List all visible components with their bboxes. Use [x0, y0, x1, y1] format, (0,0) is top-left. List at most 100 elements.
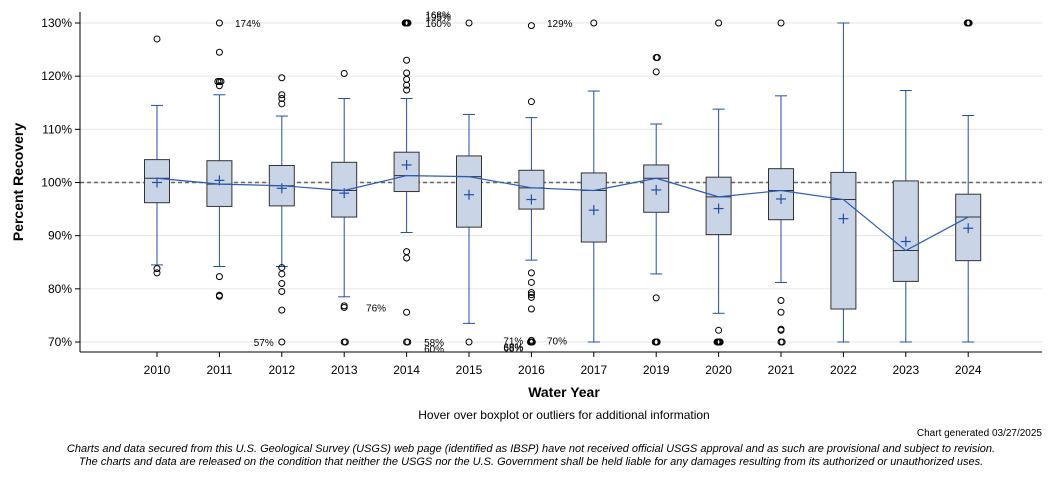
outlier-point	[217, 77, 225, 85]
outlier-point	[403, 308, 411, 316]
box-iqr	[830, 171, 857, 310]
outlier-point	[653, 54, 661, 62]
outlier-point	[340, 303, 348, 311]
outlier-annotation: 58%	[424, 338, 444, 349]
outlier-point	[527, 269, 535, 277]
outlier-point	[403, 248, 411, 256]
outlier-point	[278, 306, 286, 314]
outlier-point	[777, 326, 785, 334]
outlier-point	[215, 19, 223, 27]
outlier-point	[715, 19, 723, 27]
outlier-annotation: 60%	[424, 344, 444, 355]
outlier-point	[527, 289, 535, 297]
boxplot-2020	[705, 108, 732, 314]
box-iqr	[892, 180, 919, 282]
x-axis-label: Water Year	[528, 384, 600, 400]
outlier-point	[527, 98, 535, 106]
boxplot-2021	[768, 95, 794, 283]
x-tick-label: 2019	[643, 363, 670, 377]
outlier-point	[278, 270, 286, 278]
outlier-point	[403, 69, 411, 77]
outlier-point	[404, 19, 412, 27]
y-tick-label: 80%	[48, 282, 72, 296]
y-tick-label: 110%	[42, 122, 72, 136]
outlier-point	[777, 308, 785, 316]
outlier-annotation: 57%	[254, 338, 274, 349]
x-tick-label: 2022	[830, 363, 857, 377]
x-tick-label: 2011	[206, 363, 232, 377]
y-tick-label: 90%	[48, 229, 72, 243]
outlier-annotation: 195%	[425, 13, 451, 24]
axes: 70% 80% 90% 100% 110% 120% 130% 2010 2011 2012 201…	[41, 12, 1042, 377]
gridlines	[80, 22, 1042, 343]
outlier-point	[215, 292, 223, 300]
x-tick-label: 2015	[456, 363, 483, 377]
outlier-point	[403, 254, 411, 262]
y-tick-label: 120%	[41, 69, 72, 83]
x-tick-label: 2010	[144, 363, 171, 377]
outlier-point	[590, 19, 598, 27]
outlier-point	[341, 338, 349, 346]
chart-generated-note: Chart generated 03/27/2025	[916, 428, 1042, 439]
y-tick-label: 70%	[48, 335, 72, 349]
boxplot-2024	[955, 115, 982, 343]
x-tick-label: 2013	[331, 363, 358, 377]
outlier-annotation: 129%	[547, 19, 573, 30]
outlier-point	[652, 68, 660, 76]
outlier-point	[278, 94, 286, 102]
outlier-point	[527, 305, 535, 313]
outlier-annotation: 174%	[235, 19, 261, 30]
outlier-point	[652, 294, 660, 302]
outlier-point	[527, 291, 535, 299]
outlier-point	[716, 338, 724, 346]
outlier-point	[465, 338, 473, 346]
x-tick-label: 2024	[955, 363, 982, 377]
x-tick-label: 2014	[393, 363, 420, 377]
outlier-point	[777, 19, 785, 27]
outlier-point	[278, 74, 286, 82]
x-tick-label: 2016	[518, 363, 545, 377]
x-tick-label: 2012	[268, 363, 295, 377]
outlier-point	[278, 91, 286, 99]
disclaimer: Charts and data secured from this U.S. G…	[0, 443, 1056, 469]
y-tick-label: 130%	[41, 16, 72, 30]
boxplot-2013	[331, 97, 358, 298]
boxplot-2010	[144, 104, 170, 266]
boxplot-2023	[892, 90, 919, 343]
outlier-point	[777, 297, 785, 305]
outlier-point	[278, 100, 286, 108]
boxplot-2019	[643, 123, 670, 275]
boxes	[144, 22, 982, 343]
outlier-point	[403, 75, 411, 83]
y-axis-label: Percent Recovery	[10, 123, 26, 242]
x-tick-label: 2020	[705, 363, 732, 377]
outlier-annotation: 71%	[503, 336, 523, 347]
outlier-point	[527, 293, 535, 301]
hover-note: Hover over boxplot or outliers for addit…	[418, 408, 710, 422]
outlier-annotation: 70%	[547, 336, 567, 347]
outlier-annotation: 68%	[503, 342, 523, 353]
outlier-point	[215, 48, 223, 56]
mean-line-group	[156, 174, 969, 252]
outlier-point	[215, 273, 223, 281]
outlier-point	[465, 19, 473, 27]
outlier-point	[215, 82, 223, 90]
outlier-point	[153, 35, 161, 43]
outlier-point	[278, 287, 286, 295]
outlier-point	[278, 338, 286, 346]
outlier-point	[278, 280, 286, 288]
outlier-point	[403, 86, 411, 94]
disclaimer-line-1: Charts and data secured from this U.S. G…	[66, 443, 996, 455]
outlier-point	[715, 326, 723, 334]
outlier-point	[527, 22, 535, 30]
outlier-point	[965, 19, 973, 27]
boxplot-2016	[518, 117, 545, 261]
outlier-point	[653, 338, 661, 346]
outlier-annotation: 68%	[503, 343, 523, 354]
x-tick-label: 2023	[892, 363, 919, 377]
outlier-point	[778, 338, 786, 346]
outlier-point	[528, 338, 536, 346]
x-tick-label: 2021	[768, 363, 795, 377]
outlier-point	[153, 265, 161, 273]
